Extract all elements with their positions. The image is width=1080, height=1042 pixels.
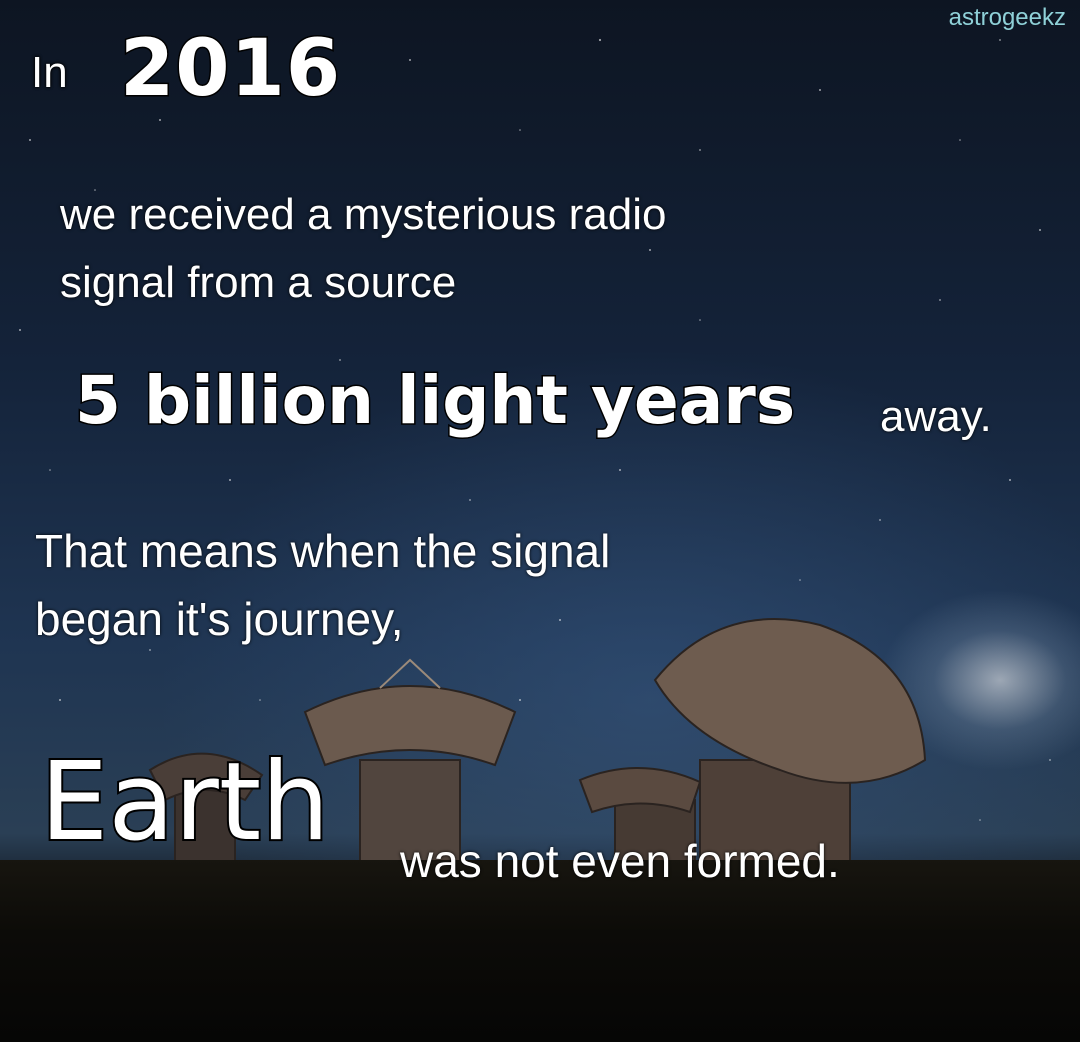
body-line-4: began it's journey, xyxy=(35,593,404,645)
headline-year: 2016 xyxy=(118,23,342,116)
desert-ground xyxy=(0,860,1080,1042)
radio-telescopes xyxy=(148,618,927,931)
body-line-1: we received a mysterious radio xyxy=(60,190,667,239)
body-line-3: That means when the signal xyxy=(35,525,611,577)
distance-suffix: away. xyxy=(880,392,992,441)
body-line-2: signal from a source xyxy=(60,258,457,307)
watermark-text: astrogeekz xyxy=(948,4,1066,31)
headline-prefix: In xyxy=(31,48,68,97)
earth-highlight: Earth xyxy=(38,738,332,867)
conclusion-text: was not even formed. xyxy=(400,835,840,887)
distance-highlight: 5 billion light years xyxy=(73,361,796,441)
